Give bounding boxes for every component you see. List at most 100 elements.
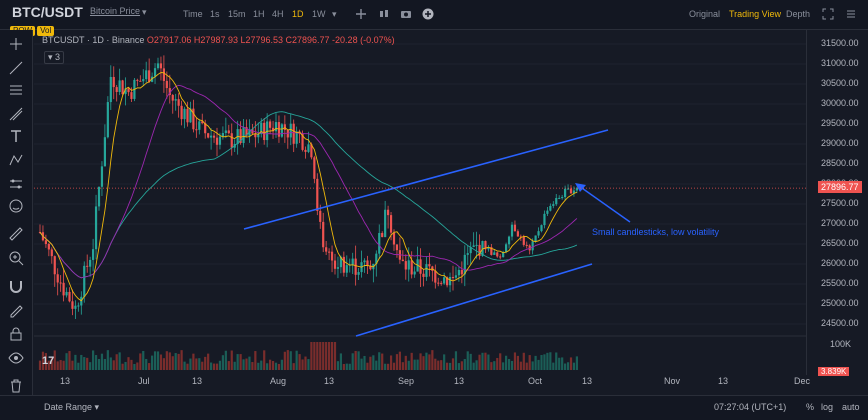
volume-bar [177, 353, 180, 370]
candles-icon[interactable] [378, 8, 390, 20]
magnet-icon[interactable] [8, 278, 24, 294]
pattern-icon[interactable] [8, 152, 24, 168]
candle-body [44, 240, 47, 244]
candle-body [410, 260, 413, 275]
price-axis[interactable]: 31500.00 31000.00 30500.00 30000.00 29500.00… [806, 30, 868, 375]
candle-body [156, 63, 160, 69]
chevron-down-icon[interactable]: ▾ [142, 7, 147, 17]
crosshair-icon[interactable] [8, 36, 24, 52]
volume-bar [100, 353, 104, 370]
candle-body [224, 130, 227, 134]
candle-body [425, 264, 428, 277]
pitchfork-icon[interactable] [8, 106, 24, 122]
price-tick: 27000.00 [821, 218, 859, 228]
volume-bar [94, 355, 98, 370]
indicator-toggle[interactable]: ▾ 3 [44, 51, 65, 64]
tab-1s[interactable]: 1s [210, 9, 220, 19]
volume-bar [463, 359, 466, 370]
log-scale-toggle[interactable]: log [821, 402, 834, 412]
ruler-icon[interactable] [8, 226, 24, 242]
tab-4h[interactable]: 4H [272, 9, 284, 19]
view-original[interactable]: Original [689, 9, 721, 19]
price-tick: 25000.00 [821, 298, 859, 308]
chart-settings-icon[interactable] [355, 8, 367, 20]
tab-1d[interactable]: 1D [292, 9, 304, 19]
volume-bar [227, 361, 230, 370]
volume-bar [271, 360, 275, 370]
candle-body [183, 108, 186, 120]
date-range-button[interactable]: Date Range ▾ [44, 402, 100, 412]
menu-icon[interactable] [845, 8, 857, 20]
volume-scale-label: 100K [830, 339, 852, 349]
volume-bar [330, 342, 334, 370]
trend-line-icon[interactable] [8, 60, 24, 76]
volume-bar [313, 342, 316, 370]
volume-bar [528, 355, 531, 370]
view-depth[interactable]: Depth [786, 9, 811, 19]
candle-body [434, 270, 437, 283]
symbol-title[interactable]: BTC/USDT [12, 4, 83, 20]
auto-scale-toggle[interactable]: auto [842, 402, 860, 412]
timeframe-menu-icon[interactable]: ▾ [332, 9, 337, 19]
candle-body [239, 129, 242, 144]
eye-icon[interactable] [8, 350, 24, 366]
volume-bar [378, 352, 381, 370]
horizontal-lines-icon[interactable] [8, 82, 24, 98]
volume-bar [351, 353, 354, 370]
projection-icon[interactable] [8, 176, 24, 192]
emoji-icon[interactable] [8, 198, 24, 214]
volume-bar [490, 362, 493, 370]
volume-bar [572, 362, 576, 370]
vol-badge[interactable]: Vol [37, 26, 55, 36]
volume-current-label: 3.839K [818, 367, 850, 376]
candle-body [115, 87, 118, 92]
lock-icon[interactable] [8, 326, 24, 342]
volume-bar [133, 363, 136, 370]
volume-bar [142, 350, 145, 370]
tab-time[interactable]: Time [183, 9, 203, 19]
volume-bar [422, 356, 425, 370]
percent-scale-toggle[interactable]: % [806, 402, 815, 412]
tab-15m[interactable]: 15m [228, 9, 246, 19]
volume-bar [171, 356, 174, 370]
volume-bar [316, 342, 319, 370]
candle-body [472, 245, 475, 248]
fullscreen-icon[interactable] [822, 8, 834, 20]
pencil-lock-icon[interactable] [8, 302, 24, 318]
candle-body [575, 188, 578, 191]
candle-body [566, 188, 570, 190]
view-trading-view[interactable]: Trading View [729, 9, 782, 19]
candle-body [112, 76, 115, 88]
text-icon[interactable] [8, 128, 24, 144]
tab-1w[interactable]: 1W [312, 9, 326, 19]
price-tick: 29000.00 [821, 138, 859, 148]
volume-bar [540, 355, 543, 370]
volume-bar [301, 359, 304, 370]
volume-bar [274, 362, 278, 370]
candle-body [71, 301, 74, 309]
candle-body [499, 256, 502, 258]
time-axis[interactable]: 13 Jul 13 Aug 13 Sep 13 Oct 13 Nov 13 Dec [34, 375, 810, 389]
volume-bar [416, 359, 419, 370]
candle-body [254, 133, 257, 138]
price-chart[interactable]: 17 [34, 30, 806, 375]
zoom-in-icon[interactable] [8, 250, 24, 266]
volume-bar [575, 356, 578, 370]
volume-bar [180, 350, 183, 370]
candle-body [336, 267, 340, 269]
candle-body [168, 88, 171, 95]
volume-bar [510, 360, 514, 370]
candle-body [121, 80, 124, 95]
time-tick: 13 [582, 376, 593, 386]
candle-body [469, 247, 472, 254]
symbol-subtitle-link[interactable]: Bitcoin Price [90, 6, 141, 16]
volume-bar [496, 357, 499, 370]
trash-icon[interactable] [8, 378, 24, 394]
camera-icon[interactable] [400, 8, 412, 20]
time-tick: 13 [718, 376, 729, 386]
volume-bar [159, 354, 163, 370]
candle-body [307, 144, 310, 152]
candle-body [404, 261, 407, 270]
tab-1h[interactable]: 1H [253, 9, 265, 19]
add-indicator-icon[interactable] [422, 8, 434, 20]
